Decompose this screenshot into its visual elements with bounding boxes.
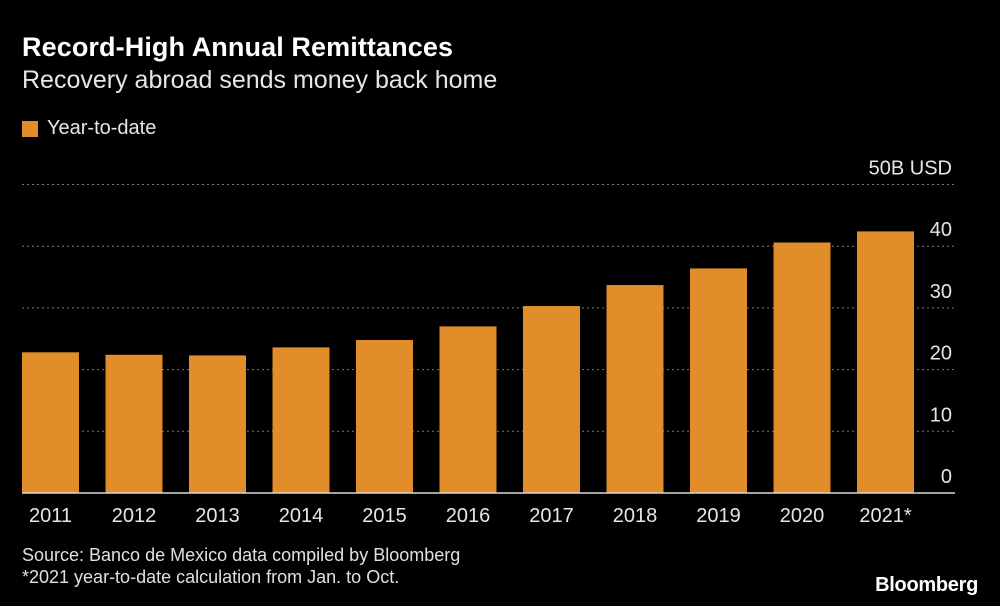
y-tick-label: 20 — [930, 343, 952, 365]
footnote: *2021 year-to-date calculation from Jan.… — [22, 567, 400, 587]
chart-subtitle: Recovery abroad sends money back home — [22, 66, 498, 94]
y-tick-label: 30 — [930, 281, 952, 303]
y-tick-label: 0 — [941, 466, 952, 488]
legend-label: Year-to-date — [47, 117, 157, 139]
x-tick-label: 2021* — [859, 505, 911, 527]
y-tick-label: 10 — [930, 404, 952, 426]
x-tick-label: 2017 — [529, 505, 574, 527]
x-tick-label: 2012 — [112, 505, 157, 527]
bar — [606, 285, 664, 493]
bar-chart: 2011 2012 2013 2014 2015 2016 2017 2018 2019 2020… — [22, 158, 955, 527]
legend: Year-to-date — [22, 117, 156, 140]
x-tick-label: 2013 — [195, 505, 240, 527]
x-tick-label: 2018 — [613, 505, 658, 527]
legend-swatch — [22, 120, 38, 137]
bar — [189, 355, 246, 493]
bar — [105, 354, 163, 493]
source-note: Source: Banco de Mexico data compiled by… — [22, 545, 461, 565]
x-tick-label: 2019 — [696, 505, 741, 527]
bar — [22, 352, 79, 493]
bar — [439, 326, 497, 493]
y-tick-label: 50B USD — [869, 158, 952, 180]
bar — [857, 231, 914, 493]
bloomberg-logo: Bloomberg — [875, 574, 978, 596]
bar — [356, 339, 413, 493]
bar — [690, 268, 747, 493]
bar — [272, 347, 330, 493]
y-tick-label: 40 — [930, 219, 952, 241]
chart-title: Record-High Annual Remittances — [22, 32, 454, 62]
x-tick-label: 2020 — [780, 505, 825, 527]
x-tick-label: 2011 — [29, 505, 72, 527]
bar — [523, 306, 580, 493]
footer: Source: Banco de Mexico data compiled by… — [22, 544, 460, 588]
bar — [773, 242, 831, 493]
x-tick-label: 2016 — [446, 505, 491, 527]
x-tick-label: 2015 — [362, 505, 407, 527]
x-tick-label: 2014 — [279, 505, 324, 527]
